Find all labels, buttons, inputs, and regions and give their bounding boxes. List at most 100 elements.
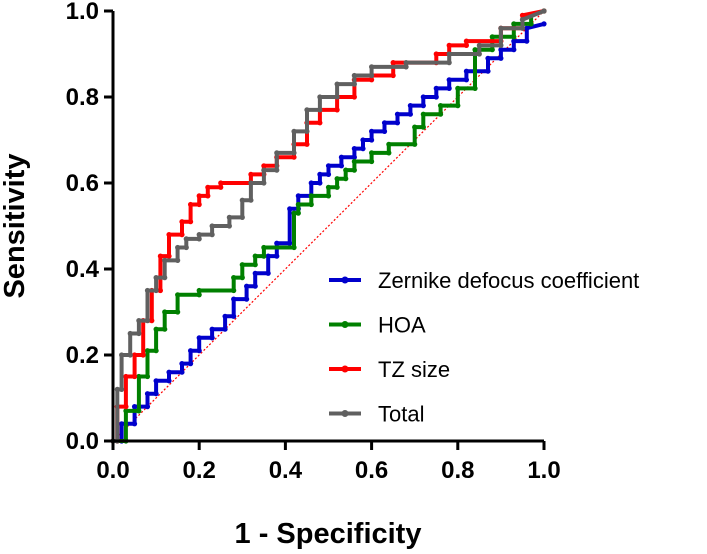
data-point xyxy=(239,214,245,220)
data-point xyxy=(153,348,159,354)
data-point xyxy=(343,167,349,173)
data-point xyxy=(248,197,254,203)
data-point xyxy=(407,111,413,117)
data-point xyxy=(446,85,452,91)
data-point xyxy=(153,326,159,332)
data-point xyxy=(433,51,439,57)
data-point xyxy=(291,154,297,160)
data-point xyxy=(175,292,181,298)
data-point xyxy=(360,137,366,143)
data-point xyxy=(287,240,293,246)
data-point xyxy=(437,103,444,109)
data-point xyxy=(351,158,357,165)
data-point xyxy=(369,158,375,165)
data-point xyxy=(455,85,461,91)
data-point xyxy=(196,292,202,298)
data-point xyxy=(226,223,232,229)
legend-label: Zernike defocus coefficient xyxy=(378,268,639,293)
data-point xyxy=(338,154,345,160)
data-point xyxy=(351,146,357,152)
data-point xyxy=(136,330,142,337)
x-tick-label: 0.2 xyxy=(183,457,216,484)
data-point xyxy=(295,210,301,216)
legend-marker xyxy=(341,365,349,373)
data-point xyxy=(239,262,245,268)
data-point xyxy=(524,25,530,31)
data-point xyxy=(511,47,517,53)
data-point xyxy=(343,176,349,182)
data-point xyxy=(498,42,504,49)
legend-item-zernike-defocus-coefficient: Zernike defocus coefficient xyxy=(329,268,639,293)
data-point xyxy=(114,386,120,392)
data-point xyxy=(265,253,271,259)
data-point xyxy=(252,283,258,289)
data-point xyxy=(265,270,271,276)
data-point xyxy=(218,184,224,190)
data-point xyxy=(153,287,159,294)
data-point xyxy=(524,38,530,44)
data-point xyxy=(519,17,526,23)
data-point xyxy=(511,21,517,27)
data-point xyxy=(131,421,138,427)
data-point xyxy=(287,206,293,212)
data-point xyxy=(325,193,332,199)
data-point xyxy=(334,94,340,100)
data-point xyxy=(338,163,345,169)
data-point xyxy=(274,253,280,259)
data-point xyxy=(196,236,202,242)
data-point xyxy=(157,287,164,294)
data-point xyxy=(489,47,495,53)
data-point xyxy=(369,128,375,134)
data-point xyxy=(403,64,409,70)
data-point xyxy=(166,253,172,259)
y-tick-label: 1.0 xyxy=(66,0,99,25)
legend: Zernike defocus coefficient HOA TZ size Tot… xyxy=(329,268,639,427)
data-point xyxy=(394,120,401,126)
data-point xyxy=(274,150,280,156)
data-point xyxy=(446,42,452,49)
data-point xyxy=(476,42,482,49)
data-point xyxy=(519,25,526,31)
data-point xyxy=(248,180,254,186)
data-point xyxy=(209,232,215,238)
data-point xyxy=(196,348,202,354)
data-point xyxy=(166,232,172,238)
data-point xyxy=(351,154,357,160)
data-point xyxy=(244,296,250,302)
data-point xyxy=(244,283,250,289)
data-point xyxy=(291,210,297,216)
data-point xyxy=(209,326,215,332)
data-point xyxy=(187,201,194,208)
data-point xyxy=(187,219,194,225)
series-total xyxy=(110,8,547,444)
y-tick-label: 0.2 xyxy=(66,342,99,369)
data-point xyxy=(162,326,168,332)
legend-item-hoa: HOA xyxy=(329,313,426,338)
data-point xyxy=(498,25,504,31)
data-point xyxy=(175,257,181,263)
data-point xyxy=(291,128,297,134)
data-point xyxy=(476,51,482,57)
data-point xyxy=(261,163,267,169)
data-point xyxy=(131,373,138,380)
data-point xyxy=(196,232,202,238)
data-point xyxy=(123,404,129,410)
legend-label: HOA xyxy=(378,313,426,338)
series-line-hoa xyxy=(113,9,545,443)
data-point xyxy=(386,141,392,147)
legend-marker xyxy=(341,410,349,417)
data-point xyxy=(463,38,470,44)
data-point xyxy=(187,348,194,354)
data-point xyxy=(252,253,258,259)
data-point xyxy=(144,318,151,324)
data-point xyxy=(196,335,202,341)
data-point xyxy=(351,81,357,87)
data-point xyxy=(403,60,409,66)
data-point xyxy=(162,309,168,315)
data-point xyxy=(420,94,426,100)
data-point xyxy=(144,373,151,380)
data-point xyxy=(231,313,237,319)
data-point xyxy=(248,171,254,177)
data-point xyxy=(261,180,267,186)
data-point xyxy=(308,201,314,208)
